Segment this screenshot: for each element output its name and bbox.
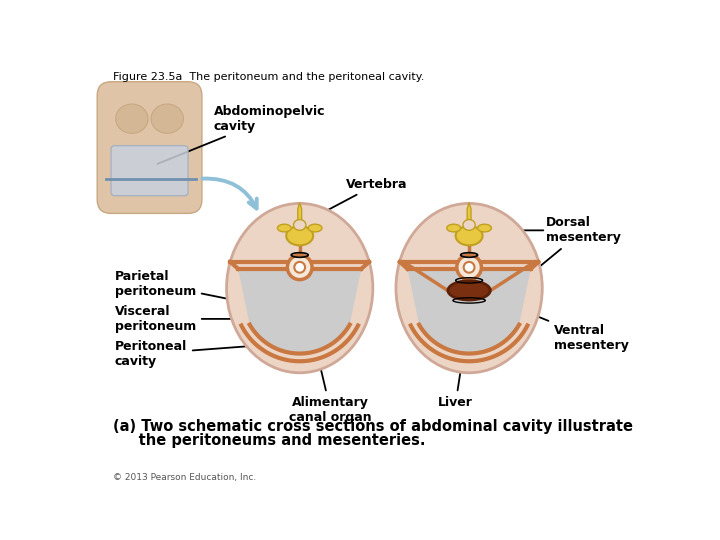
Text: Liver: Liver <box>438 293 473 409</box>
Ellipse shape <box>463 220 475 231</box>
Text: Vertebra: Vertebra <box>314 178 408 218</box>
Circle shape <box>294 262 305 273</box>
Ellipse shape <box>308 224 322 232</box>
Text: © 2013 Pearson Education, Inc.: © 2013 Pearson Education, Inc. <box>113 473 256 482</box>
Text: the peritoneums and mesenteries.: the peritoneums and mesenteries. <box>113 433 426 448</box>
Ellipse shape <box>227 204 373 373</box>
Ellipse shape <box>151 104 184 133</box>
Circle shape <box>464 262 474 273</box>
Text: (a) Two schematic cross sections of abdominal cavity illustrate: (a) Two schematic cross sections of abdo… <box>113 419 634 434</box>
Text: Visceral
peritoneum: Visceral peritoneum <box>115 305 245 333</box>
Ellipse shape <box>477 224 492 232</box>
FancyBboxPatch shape <box>97 82 202 213</box>
Text: Dorsal
mesentery: Dorsal mesentery <box>539 217 621 267</box>
Ellipse shape <box>448 281 490 300</box>
Text: Ventral
mesentery: Ventral mesentery <box>495 299 629 352</box>
Ellipse shape <box>277 224 291 232</box>
Text: Alimentary
canal organ: Alimentary canal organ <box>289 282 372 424</box>
FancyBboxPatch shape <box>111 146 188 195</box>
Ellipse shape <box>456 226 482 245</box>
Ellipse shape <box>294 220 306 231</box>
Circle shape <box>456 255 482 280</box>
Ellipse shape <box>396 204 542 373</box>
FancyArrow shape <box>298 202 302 222</box>
Ellipse shape <box>116 104 148 133</box>
FancyArrow shape <box>467 202 471 222</box>
Ellipse shape <box>287 226 313 245</box>
Text: Abdominopelvic
cavity: Abdominopelvic cavity <box>158 105 325 164</box>
Text: Peritoneal
cavity: Peritoneal cavity <box>115 340 251 368</box>
Polygon shape <box>408 269 531 354</box>
Text: Parietal
peritoneum: Parietal peritoneum <box>115 270 229 299</box>
Ellipse shape <box>447 224 461 232</box>
Text: Figure 23.5a  The peritoneum and the peritoneal cavity.: Figure 23.5a The peritoneum and the peri… <box>113 72 425 83</box>
Polygon shape <box>238 269 361 354</box>
Circle shape <box>287 255 312 280</box>
